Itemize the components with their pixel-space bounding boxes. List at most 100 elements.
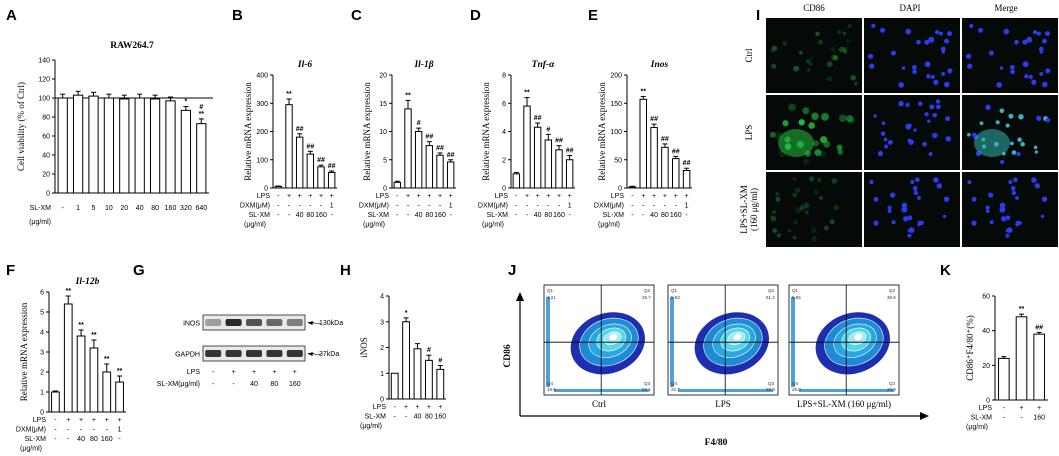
cd86-cell [811,112,819,120]
condition-cell: 160 [434,414,446,421]
density-contour [733,333,742,341]
y-tick-label: 3 [40,350,44,357]
condition-cell: - [568,212,571,219]
quadrant-name: Q4 [547,381,554,386]
row-label: SL-XM [368,212,390,219]
condition-cell: - [396,203,399,210]
cd86-cell [845,114,854,123]
cd86-cell [802,107,810,115]
cd86-cell [829,219,835,225]
bar [119,98,130,194]
significance-mark: ## [555,138,563,145]
dapi-nucleus [941,71,946,76]
cd86-cell [848,116,856,124]
y-tick-label: 0 [46,191,50,198]
micro-image [962,18,1058,93]
flow-plot-label: Ctrl [592,399,607,409]
condition-cell: - [232,381,235,388]
quadrant-value: 39.6 [887,295,896,300]
cd86-cell [843,50,848,54]
y-tick-label: 0 [40,410,44,417]
merge-cell [1032,30,1038,35]
cd86-cell [811,236,817,242]
merge-cell [1001,216,1007,222]
condition-cell: + [525,193,529,200]
condition-cell: - [675,203,678,210]
bar [672,158,680,189]
cd86-cell [815,31,820,37]
condition-cell: + [66,417,70,424]
y-tick-label: 300 [256,101,268,108]
dapi-nucleus [942,214,947,219]
bar [436,154,444,189]
category-label: 160 [165,205,177,212]
dapi-nucleus [915,177,920,183]
significance-mark: ## [317,157,325,164]
condition-cell: - [106,427,109,434]
cd86-cell [804,210,809,215]
bar [533,126,542,189]
cd86-cell [826,61,833,68]
arrow-glyph: ◄— [307,320,321,327]
condition-cell: 40 [650,212,658,219]
dapi-nucleus [898,100,904,107]
merge-cell [971,196,977,202]
unit-label: (μg/ml) [598,222,620,229]
cd86-cell [826,76,833,82]
merge-cell [996,82,1002,88]
micro-row-label: Ctrl [744,48,754,63]
condition-cell: - [396,212,399,219]
merge-cell [979,121,984,126]
condition-cell: 80 [661,212,669,219]
condition-cell: + [641,193,645,200]
micro-image [864,18,960,93]
cd86-cell [794,187,801,194]
condition-cell: 1 [118,427,122,434]
quadrant-name: Q1 [547,288,554,293]
cd86-cell [831,54,837,60]
category-label: 640 [195,205,207,212]
condition-cell: + [427,193,431,200]
merge-cell [1033,145,1038,150]
merge-cell [1015,195,1019,200]
condition-cell: + [252,369,256,376]
dapi-nucleus [912,64,917,70]
cd86-cell [772,210,777,214]
significance-mark: ## [436,145,444,152]
significance-mark: ## [328,163,336,170]
significance-mark: ## [661,136,669,143]
cd86-cell [771,63,777,69]
condition-cell: - [642,203,645,210]
bar [544,139,553,189]
dapi-nucleus [880,131,886,136]
merge-cell [1011,150,1017,155]
cd86-cell [806,67,811,72]
condition-cell: + [427,404,431,411]
condition-cell: - [1003,415,1006,422]
dapi-nucleus [867,53,874,59]
unit-label: (μg/ml) [363,222,385,229]
y-tick-label: 4 [502,129,506,136]
band-label: GAPDH [175,352,200,359]
cd86-cell [842,46,848,52]
condition-cell: 80 [271,381,279,388]
cd86-cell [819,195,823,200]
significance-mark: ## [534,115,542,122]
condition-cell: + [293,369,297,376]
merge-cell [971,220,977,226]
panel-labels: A B C D E F G H I J K [6,7,951,279]
merge-cell [1045,68,1051,74]
merge-cell [1013,177,1018,183]
bar [425,145,434,189]
condition-cell: - [664,203,667,210]
condition-cell: - [288,203,291,210]
dapi-nucleus [881,121,886,126]
merge-cell [1039,50,1044,54]
cd86-cell [802,158,810,166]
merge-cell [1010,64,1015,70]
dapi-nucleus [943,196,950,202]
dapi-nucleus [924,61,931,68]
significance-mark: # [546,126,550,133]
bar [650,127,658,189]
